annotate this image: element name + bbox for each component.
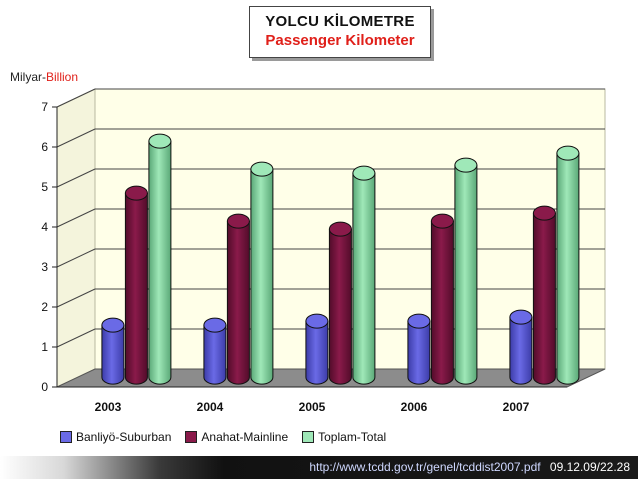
bar-cap-2-2005	[352, 165, 376, 181]
bar-cap-0-2005	[305, 313, 329, 329]
legend-item-suburban: Banliyö-Suburban	[60, 430, 171, 444]
legend-swatch-suburban	[60, 431, 72, 443]
x-tick-label-2007: 2007	[503, 400, 530, 414]
legend-swatch-mainline	[185, 431, 198, 443]
bar-banliy-suburban-2005	[305, 320, 329, 385]
gridline-depth	[56, 128, 96, 148]
bar-banliy-suburban-2006	[407, 320, 431, 385]
chart-title-en: Passenger Kilometer	[265, 32, 415, 49]
legend-item-mainline: Anahat-Mainline	[185, 430, 288, 444]
y-tick-label: 6	[41, 140, 48, 154]
y-tick-label: 7	[41, 100, 48, 114]
legend-label-total: Toplam-Total	[318, 430, 387, 444]
y-unit-label: Milyar-Billion	[10, 70, 78, 84]
footer-text: http://www.tcdd.gov.tr/genel/tcddist2007…	[309, 460, 630, 474]
bar-toplam-total-2006	[454, 164, 478, 385]
chart-title-tr: YOLCU KİLOMETRE	[265, 13, 415, 30]
bar-banliy-suburban-2003	[101, 324, 125, 385]
bar-anahat-mainline-2005	[328, 228, 352, 385]
y-tick-label: 3	[41, 260, 48, 274]
gridline-depth	[56, 208, 96, 228]
bar-toplam-total-2007	[556, 152, 580, 385]
bar-cap-1-2005	[328, 221, 352, 237]
bar-banliy-suburban-2004	[203, 324, 227, 385]
source-link[interactable]: http://www.tcdd.gov.tr/genel/tcddist2007…	[309, 460, 541, 474]
bar-cap-0-2004	[203, 317, 227, 333]
bar-anahat-mainline-2006	[430, 220, 454, 385]
legend-label-mainline: Anahat-Mainline	[201, 430, 289, 444]
y-unit-en: Billion	[46, 70, 79, 84]
bar-anahat-mainline-2007	[532, 212, 556, 385]
y-tick-label: 4	[41, 220, 48, 234]
bar-anahat-mainline-2004	[226, 220, 250, 385]
x-tick-label-2006: 2006	[401, 400, 428, 414]
bar-cap-2-2006	[454, 157, 478, 173]
gridline-depth	[56, 288, 96, 308]
bar-cap-1-2003	[124, 185, 148, 201]
bar-banliy-suburban-2007	[509, 316, 533, 385]
bar-toplam-total-2004	[250, 168, 274, 385]
y-tick-label: 1	[41, 340, 48, 354]
x-tick-label-2005: 2005	[299, 400, 326, 414]
bar-cap-1-2004	[226, 213, 250, 229]
x-tick-label-2004: 2004	[197, 400, 224, 414]
bar-cap-0-2007	[509, 309, 533, 325]
legend-label-suburban: Banliyö-Suburban	[76, 430, 172, 444]
y-tick-label: 5	[41, 180, 48, 194]
chart-legend: Banliyö-Suburban Anahat-Mainline Toplam-…	[60, 430, 386, 444]
x-tick-label-2003: 2003	[95, 400, 122, 414]
chart-side-wall	[56, 88, 96, 388]
bar-cap-0-2003	[101, 317, 125, 333]
bar-cap-1-2007	[532, 205, 556, 221]
gridline-depth	[56, 88, 96, 108]
chart-title-box: YOLCU KİLOMETRE Passenger Kilometer	[249, 6, 431, 58]
bar-cap-2-2004	[250, 161, 274, 177]
gridline-depth	[56, 168, 96, 188]
gridline-depth	[56, 328, 96, 348]
bar-toplam-total-2005	[352, 172, 376, 385]
bar-anahat-mainline-2003	[124, 192, 148, 385]
y-tick-label: 0	[41, 380, 48, 394]
bar-toplam-total-2003	[148, 140, 172, 385]
bar-cap-2-2003	[148, 133, 172, 149]
legend-item-total: Toplam-Total	[302, 430, 386, 444]
gridline-depth	[56, 248, 96, 268]
legend-swatch-total	[302, 431, 315, 443]
bar-cap-1-2006	[430, 213, 454, 229]
footer-datetime: 09.12.09/22.28	[549, 460, 630, 474]
y-tick-label: 2	[41, 300, 48, 314]
y-unit-tr: Milyar-	[10, 70, 46, 84]
bar-cap-0-2006	[407, 313, 431, 329]
footer-bar: http://www.tcdd.gov.tr/genel/tcddist2007…	[0, 456, 638, 479]
bar-cap-2-2007	[556, 145, 580, 161]
bar-chart: 0 1 2 3 4 5 6 7 2003 2004 2005 2006 2007	[41, 88, 606, 414]
